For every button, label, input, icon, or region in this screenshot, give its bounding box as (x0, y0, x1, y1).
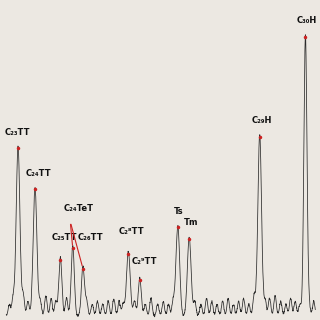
Text: Ts: Ts (174, 207, 183, 216)
Text: C₂₅TT: C₂₅TT (52, 233, 77, 242)
Text: C₂⁸TT: C₂⁸TT (119, 227, 145, 236)
Text: C₂₃TT: C₂₃TT (5, 128, 30, 137)
Text: Tm: Tm (184, 219, 198, 228)
Text: C₂⁹TT: C₂⁹TT (132, 257, 157, 266)
Text: C₂₉H: C₂₉H (251, 116, 272, 125)
Text: C₂₄TeT: C₂₄TeT (63, 204, 93, 213)
Text: C₂₄TT: C₂₄TT (26, 169, 51, 178)
Text: C₃₀H: C₃₀H (297, 16, 317, 25)
Text: C₂₆TT: C₂₆TT (77, 233, 103, 242)
